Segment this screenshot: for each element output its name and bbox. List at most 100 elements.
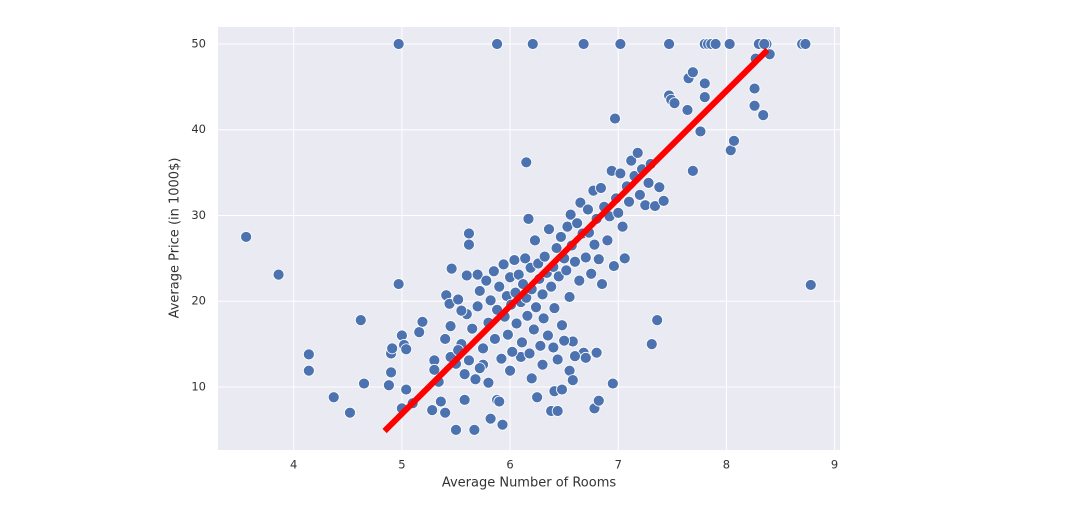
point (574, 196, 587, 209)
x-tick-label: 4 (290, 458, 297, 472)
point (579, 351, 592, 364)
point (569, 350, 581, 363)
point (493, 395, 506, 408)
point (728, 134, 740, 147)
point (709, 38, 722, 50)
point (633, 188, 646, 201)
point (757, 109, 770, 122)
point (614, 167, 627, 180)
point (471, 300, 484, 313)
point (458, 368, 471, 381)
point (463, 354, 475, 367)
point (531, 391, 544, 404)
point (551, 405, 564, 417)
point (458, 393, 471, 406)
point (482, 376, 495, 389)
point (240, 231, 253, 243)
point (502, 328, 514, 341)
point (400, 343, 413, 356)
point (609, 112, 621, 125)
point (392, 38, 405, 50)
point (400, 383, 413, 396)
point (681, 104, 694, 116)
point (439, 333, 452, 345)
point (556, 383, 568, 396)
point (723, 38, 736, 50)
point (663, 38, 675, 50)
point (493, 280, 506, 293)
point (468, 423, 481, 436)
point (651, 314, 664, 326)
point (585, 267, 598, 280)
point (686, 66, 699, 79)
point (385, 366, 397, 379)
point (519, 252, 532, 265)
point (799, 38, 812, 50)
point (536, 358, 549, 371)
point (555, 231, 567, 243)
point (748, 82, 761, 95)
y-tick-label: 20 (191, 294, 206, 308)
point (526, 38, 539, 50)
point (477, 342, 489, 355)
point (523, 347, 536, 360)
point (551, 353, 564, 366)
point (698, 91, 711, 104)
point (530, 301, 542, 314)
point (542, 329, 554, 342)
point (560, 264, 573, 277)
point (463, 227, 475, 240)
point (556, 319, 568, 332)
point (445, 262, 458, 275)
point (473, 285, 486, 297)
point (694, 125, 707, 138)
point (510, 317, 523, 330)
point (491, 38, 503, 50)
point (563, 291, 576, 303)
point (504, 364, 516, 377)
point (439, 406, 452, 419)
point (452, 293, 465, 306)
point (596, 278, 608, 290)
point (579, 251, 592, 264)
point (358, 377, 370, 390)
point (548, 302, 561, 314)
point (392, 278, 405, 290)
point (444, 320, 457, 332)
point (527, 323, 540, 336)
x-tick-label: 9 (831, 458, 838, 472)
point (302, 364, 315, 377)
point (497, 258, 510, 271)
point (592, 394, 605, 407)
point (466, 322, 479, 335)
point (302, 348, 315, 361)
point (618, 252, 631, 265)
point (592, 253, 605, 266)
point (516, 336, 528, 349)
y-tick-label: 40 (191, 122, 206, 136)
point (534, 339, 547, 352)
point (508, 254, 521, 266)
x-tick-label: 5 (398, 458, 405, 472)
point (521, 309, 534, 322)
point (484, 294, 497, 307)
point (450, 423, 462, 436)
point (612, 207, 625, 219)
point (455, 304, 468, 317)
point (327, 391, 340, 404)
point (543, 223, 555, 236)
point (595, 182, 607, 194)
point (606, 377, 619, 390)
point (653, 181, 666, 194)
point (537, 312, 550, 325)
y-axis-label: Average Price (in 1000$) (168, 158, 183, 319)
point (614, 38, 627, 50)
point (758, 38, 771, 50)
point (480, 274, 493, 287)
point (645, 338, 658, 350)
point (625, 154, 638, 167)
point (616, 220, 629, 233)
point (668, 97, 681, 110)
point (642, 176, 655, 189)
point (569, 255, 581, 268)
